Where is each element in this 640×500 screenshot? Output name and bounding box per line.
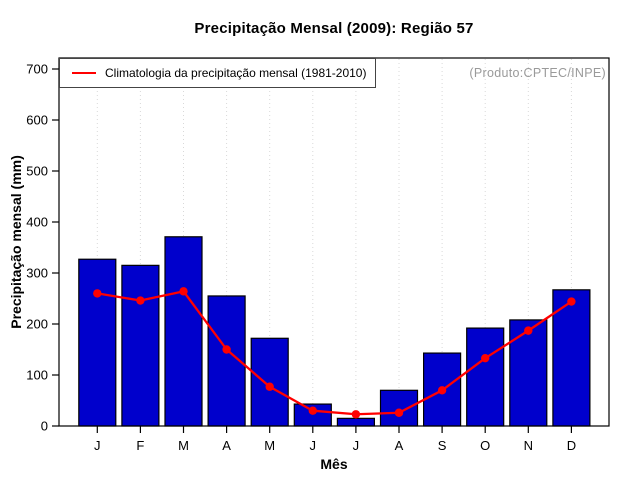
y-tick-label: 500 — [26, 164, 48, 179]
y-tick-label: 700 — [26, 62, 48, 77]
x-tick-label: A — [395, 438, 404, 453]
y-tick-label: 600 — [26, 113, 48, 128]
climatology-point — [524, 326, 533, 335]
y-tick-label: 300 — [26, 266, 48, 281]
legend-label: Climatologia da precipitação mensal (198… — [105, 66, 367, 80]
producer-note: (Produto:CPTEC/INPE) — [469, 66, 606, 80]
x-tick-label: M — [178, 438, 189, 453]
climatology-point — [179, 287, 188, 296]
y-tick-label: 100 — [26, 368, 48, 383]
climatology-point — [308, 406, 317, 415]
climatology-point — [265, 382, 274, 391]
climatology-point — [481, 353, 490, 363]
bar-M4 — [250, 337, 289, 427]
climatology-point — [351, 410, 361, 419]
bar-M2 — [164, 236, 203, 427]
climatology-point — [567, 297, 576, 306]
bar-N10 — [509, 319, 548, 427]
y-tick-label: 400 — [26, 215, 48, 230]
climatology-line — [97, 290, 573, 416]
x-tick-label: N — [524, 438, 533, 453]
climatology-point — [394, 408, 404, 417]
bar-A7 — [379, 389, 419, 427]
climatology-point — [136, 296, 145, 305]
x-tick-label: A — [222, 438, 231, 453]
climatology-point — [222, 345, 231, 354]
x-tick-label: J — [94, 438, 101, 453]
y-tick-label: 0 — [41, 419, 48, 434]
x-tick-label: D — [567, 438, 576, 453]
x-tick-label: M — [264, 438, 275, 453]
x-tick-label: F — [136, 438, 144, 453]
bar-J0 — [78, 258, 117, 427]
bar-J6 — [336, 417, 375, 427]
x-tick-label: O — [480, 438, 490, 453]
x-tick-label: S — [438, 438, 447, 453]
legend: Climatologia da precipitação mensal (198… — [59, 58, 376, 88]
legend-line-swatch-icon — [72, 71, 96, 75]
x-tick-label: J — [310, 438, 317, 453]
climatology-point — [437, 386, 447, 395]
bar-O9 — [466, 327, 505, 427]
chart-title: Precipitação Mensal (2009): Região 57 — [194, 20, 474, 37]
x-axis-title: Mês — [320, 456, 348, 472]
climatology-point — [93, 289, 102, 298]
bar-F1 — [121, 264, 160, 427]
y-tick-label: 200 — [26, 317, 48, 332]
x-tick-label: J — [353, 438, 360, 453]
